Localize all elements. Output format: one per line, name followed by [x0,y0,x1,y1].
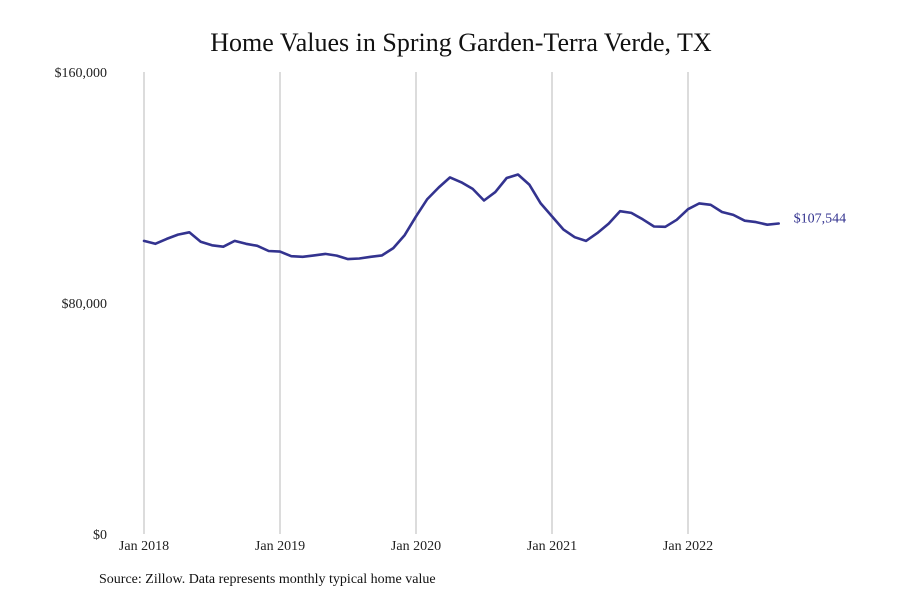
x-tick-label: Jan 2020 [391,539,441,554]
y-tick-label: $160,000 [55,66,108,81]
end-value-label: $107,544 [794,211,847,226]
chart-title: Home Values in Spring Garden-Terra Verde… [210,28,712,57]
x-tick-label: Jan 2019 [255,539,305,554]
x-axis-tick-labels: Jan 2018 Jan 2019 Jan 2020 Jan 2021 Jan 2022 [119,539,713,554]
source-note: Source: Zillow. Data represents monthly … [99,572,436,587]
vertical-gridlines [143,72,689,534]
x-tick-label: Jan 2022 [663,539,713,554]
y-tick-label: $0 [93,528,107,543]
y-axis-tick-labels: $0 $80,000 $160,000 [55,66,108,543]
x-tick-label: Jan 2021 [527,539,577,554]
series-line [142,173,780,261]
y-tick-label: $80,000 [62,297,108,312]
x-tick-label: Jan 2018 [119,539,169,554]
